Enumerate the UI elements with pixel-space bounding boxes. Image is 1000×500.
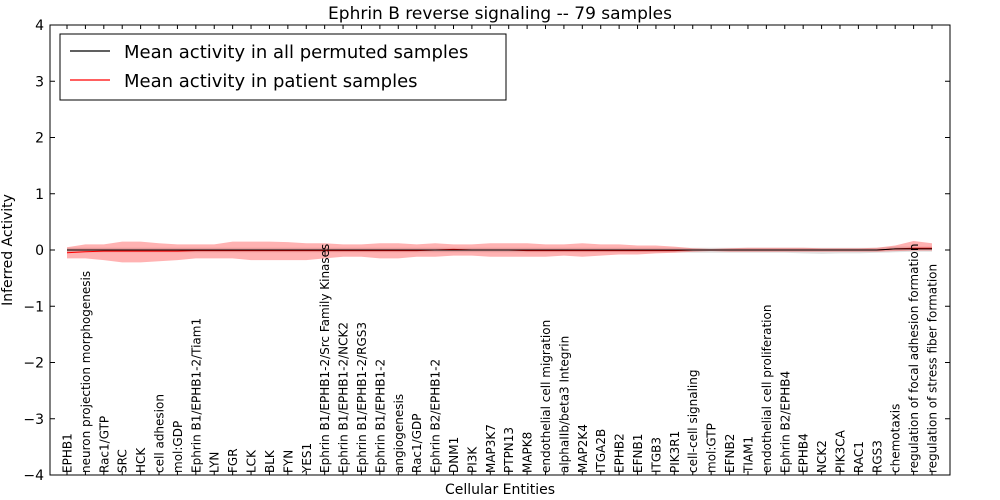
x-tick-label: chemotaxis <box>889 404 903 473</box>
x-tick-label: LCK <box>245 449 259 473</box>
x-tick-label: Ephrin B1/EPHB1-2/NCK2 <box>337 322 351 473</box>
x-tick-label: FGR <box>226 448 240 473</box>
legend-box <box>59 33 507 101</box>
x-tick-label: RAC1 <box>852 441 866 473</box>
x-tick-label: Ephrin B1/EPHB1-2/RGS3 <box>355 322 369 473</box>
x-tick-label: alphaIIb/beta3 Integrin <box>557 336 571 473</box>
x-tick-label: Ephrin B2/EPHB4 <box>778 371 792 473</box>
x-tick-label: BLK <box>263 449 277 473</box>
x-tick-label: PIK3R1 <box>668 431 682 473</box>
y-tick-label: −2 <box>23 356 44 372</box>
legend: Mean activity in all permuted samples Me… <box>59 33 507 101</box>
x-tick-label: endothelial cell migration <box>539 320 553 473</box>
x-tick-label: MAPK8 <box>521 432 535 473</box>
x-tick-label: EPHB2 <box>613 433 627 473</box>
y-tick-label: 2 <box>35 131 44 147</box>
x-tick-label: Ephrin B1/EPHB1-2 <box>373 359 387 473</box>
y-tick-label: −3 <box>23 412 44 428</box>
legend-label-patient: Mean activity in patient samples <box>124 71 418 92</box>
chart-title: Ephrin B reverse signaling -- 79 samples <box>328 4 672 24</box>
x-tick-label: Ephrin B1/EPHB1-2/Src Family Kinases <box>318 244 332 473</box>
x-tick-label: PI3K <box>465 446 479 473</box>
legend-label-permuted: Mean activity in all permuted samples <box>124 42 468 63</box>
x-tick-label: PIK3CA <box>834 429 848 473</box>
x-tick-label: EFNB2 <box>723 434 737 473</box>
y-axis-label: Inferred Activity <box>0 194 16 306</box>
x-tick-label: SRC <box>116 449 130 473</box>
x-tick-label: MAP3K7 <box>484 424 498 473</box>
x-tick-label: PTPN13 <box>502 427 516 473</box>
x-tick-label: Ephrin B1/EPHB1-2/Tiam1 <box>189 318 203 473</box>
x-tick-label: LYN <box>208 452 222 473</box>
x-tick-label: cell adhesion <box>153 394 167 473</box>
x-tick-label: regulation of focal adhesion formation <box>907 244 921 473</box>
x-tick-label: regulation of stress fiber formation <box>926 264 940 473</box>
plot-frame <box>49 24 951 476</box>
x-tick-label: RGS3 <box>870 440 884 473</box>
y-tick-label: −1 <box>23 299 44 315</box>
x-tick-label: cell-cell signaling <box>686 370 700 474</box>
x-tick-label: HCK <box>134 447 148 473</box>
x-tick-label: Ephrin B2/EPHB1-2 <box>429 359 443 473</box>
y-tick-label: 1 <box>35 187 44 203</box>
x-tick-label: MAP2K4 <box>576 424 590 473</box>
x-tick-label: YES1 <box>300 443 314 474</box>
patient-range-band <box>67 241 932 263</box>
y-tick-label: 3 <box>35 74 44 90</box>
x-tick-label: TIAM1 <box>742 436 756 474</box>
x-tick-label: EFNB1 <box>631 434 645 473</box>
x-tick-label: angiogenesis <box>392 394 406 473</box>
x-axis-label: Cellular Entities <box>445 482 555 498</box>
x-tick-label: EPHB1 <box>61 433 75 473</box>
x-tick-label: NCK2 <box>815 440 829 473</box>
y-tick-label: 4 <box>35 18 44 34</box>
axis-ticks: −4 −3 −2 −1 0 1 2 3 4 EPHB1 neuron projection morp… <box>23 18 950 484</box>
x-tick-label: Rac1/GDP <box>410 414 424 473</box>
x-tick-label: DNM1 <box>447 437 461 473</box>
x-tick-label: neuron projection morphogenesis <box>79 271 93 473</box>
x-tick-label: mol:GDP <box>171 421 185 473</box>
x-tick-label: EPHB4 <box>797 433 811 473</box>
x-tick-label: Rac1/GTP <box>97 416 111 473</box>
y-tick-label: 0 <box>35 243 44 259</box>
x-tick-label: mol:GTP <box>705 423 719 473</box>
x-tick-label: endothelial cell proliferation <box>760 305 774 473</box>
permuted-mean-line <box>67 248 932 251</box>
x-tick-label: ITGA2B <box>594 429 608 473</box>
x-tick-label: FYN <box>281 450 295 473</box>
x-tick-label: ITGB3 <box>649 437 663 473</box>
plot-area <box>66 241 932 263</box>
y-tick-label: −4 <box>23 468 44 484</box>
